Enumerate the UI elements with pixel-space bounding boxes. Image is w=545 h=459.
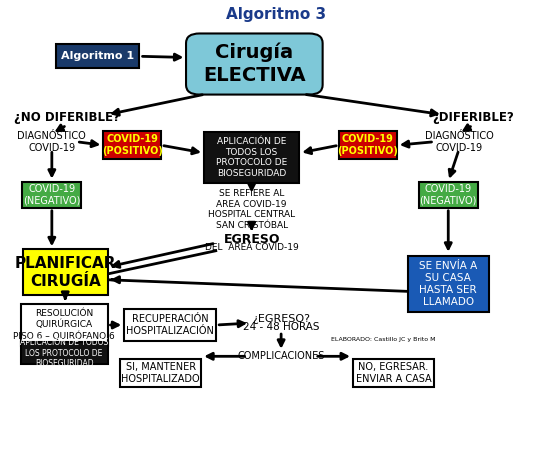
Text: 24 - 48 HORAS: 24 - 48 HORAS: [243, 322, 319, 332]
Text: ¿DIFERIBLE?: ¿DIFERIBLE?: [432, 111, 514, 124]
FancyBboxPatch shape: [22, 182, 81, 208]
Text: DIAGNÓSTICO
COVID-19: DIAGNÓSTICO COVID-19: [17, 131, 86, 153]
Text: DEL  AREA COVID-19: DEL AREA COVID-19: [205, 243, 299, 252]
Text: DIAGNÓSTICO
COVID-19: DIAGNÓSTICO COVID-19: [425, 131, 493, 153]
Text: Algoritmo 1: Algoritmo 1: [62, 51, 135, 62]
FancyBboxPatch shape: [204, 133, 299, 183]
Text: APLICACIÓN DE TODOS
LOS PROTOCOLO DE
BIOSEGURIDAD: APLICACIÓN DE TODOS LOS PROTOCOLO DE BIO…: [20, 338, 108, 369]
Text: EGRESO: EGRESO: [223, 233, 280, 246]
Text: SI, MANTENER
HOSPITALIZADO: SI, MANTENER HOSPITALIZADO: [122, 362, 200, 384]
Text: ¿NO DIFERIBLE?: ¿NO DIFERIBLE?: [14, 111, 120, 124]
FancyBboxPatch shape: [408, 257, 489, 313]
Text: APLICACIÓN DE
TODOS LOS
PROTOCOLO DE
BIOSEGURIDAD: APLICACIÓN DE TODOS LOS PROTOCOLO DE BIO…: [216, 137, 287, 178]
FancyBboxPatch shape: [186, 34, 323, 95]
Text: RESOLUCIÓN
QUIRÚRGICA
PISO 6 – QUIRÓFANO 6: RESOLUCIÓN QUIRÚRGICA PISO 6 – QUIRÓFANO…: [13, 309, 115, 341]
Text: ¿EGRESO?: ¿EGRESO?: [252, 314, 310, 324]
Text: COVID-19
(NEGATIVO): COVID-19 (NEGATIVO): [23, 184, 81, 206]
Text: ELABORADO: Castillo JC y Brito M: ELABORADO: Castillo JC y Brito M: [331, 337, 435, 342]
FancyBboxPatch shape: [124, 308, 216, 341]
Text: COVID-19
(NEGATIVO): COVID-19 (NEGATIVO): [420, 184, 477, 206]
FancyBboxPatch shape: [353, 359, 434, 387]
Text: SE ENVÍA A
SU CASA
HASTA SER
LLAMADO: SE ENVÍA A SU CASA HASTA SER LLAMADO: [419, 262, 477, 308]
FancyBboxPatch shape: [56, 45, 140, 68]
FancyBboxPatch shape: [21, 342, 107, 364]
Text: COVID-19
(POSITIVO): COVID-19 (POSITIVO): [102, 134, 162, 156]
Text: Cirugía
ELECTIVA: Cirugía ELECTIVA: [203, 43, 306, 85]
Text: SE REFIERE AL
AREA COVID-19
HOSPITAL CENTRAL
SAN CRISTÓBAL: SE REFIERE AL AREA COVID-19 HOSPITAL CEN…: [208, 189, 295, 230]
FancyBboxPatch shape: [21, 304, 107, 346]
Text: Algoritmo 3: Algoritmo 3: [226, 7, 326, 22]
Text: NO, EGRESAR.
ENVIAR A CASA: NO, EGRESAR. ENVIAR A CASA: [356, 362, 432, 384]
FancyBboxPatch shape: [339, 131, 397, 159]
Text: RECUPERACIÓN
HOSPITALIZACIÓN: RECUPERACIÓN HOSPITALIZACIÓN: [126, 314, 214, 336]
Text: COMPLICACIONES: COMPLICACIONES: [238, 351, 325, 361]
Text: COVID-19
(POSITIVO): COVID-19 (POSITIVO): [337, 134, 398, 156]
Text: PLANIFICAR
CIRUGÍA: PLANIFICAR CIRUGÍA: [15, 256, 116, 289]
FancyBboxPatch shape: [23, 249, 107, 295]
FancyBboxPatch shape: [120, 359, 201, 387]
FancyBboxPatch shape: [419, 182, 478, 208]
FancyBboxPatch shape: [103, 131, 161, 159]
